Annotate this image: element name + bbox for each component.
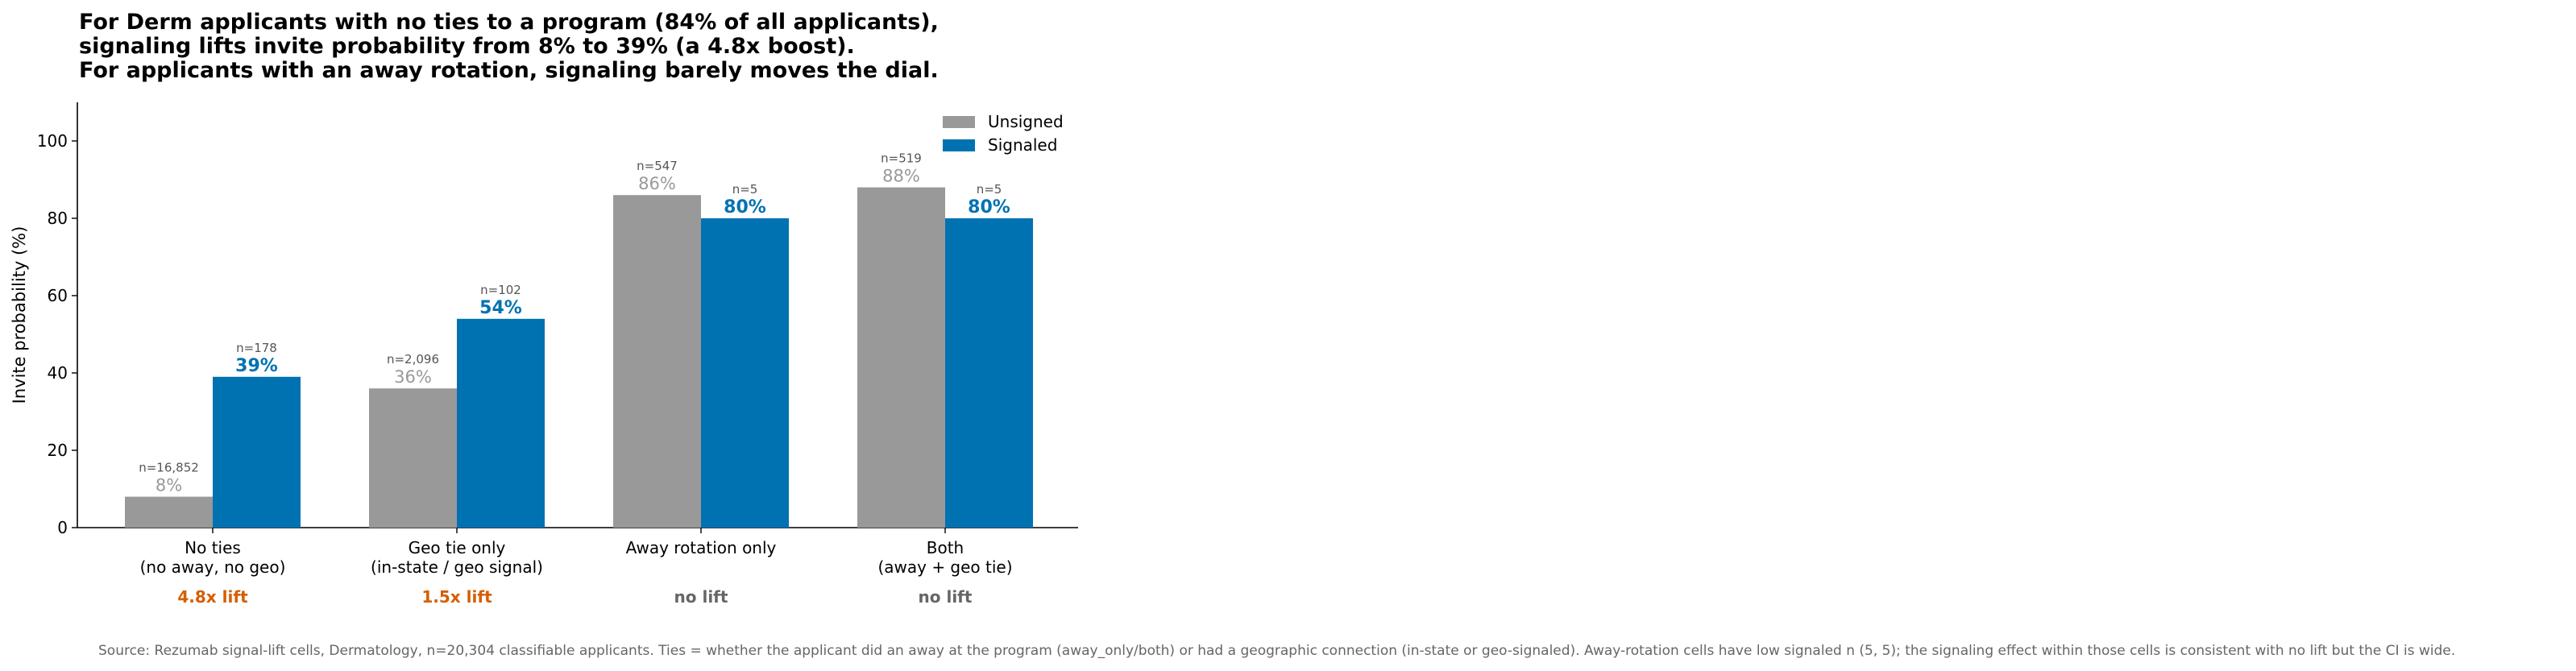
n-label-signaled-3: n=5 [977,182,1002,197]
x-tick-label-1-1: (in-state / geo signal) [371,557,543,577]
y-tick-label-40: 40 [48,363,68,383]
value-label-signaled-0: 39% [235,356,278,376]
chart-title-line-1: For Derm applicants with no ties to a pr… [79,10,939,35]
y-axis-label: Invite probability (%) [10,226,29,404]
x-tick-label-2-0: Away rotation only [626,538,777,557]
legend-label-unsigned: Unsigned [988,112,1064,131]
bar-signaled-0 [213,376,301,528]
value-label-signaled-2: 80% [724,197,766,217]
n-label-unsigned-3: n=519 [881,151,922,166]
chart-title-line-3: For applicants with an away rotation, si… [79,58,939,83]
y-tick-label-0: 0 [57,518,68,537]
legend-swatch-signaled [943,139,975,151]
bar-unsigned-2 [613,195,701,528]
bar-unsigned-1 [369,388,457,528]
lift-label-0: 4.8x lift [177,587,248,607]
value-label-signaled-1: 54% [479,298,522,318]
bar-unsigned-0 [125,496,213,528]
lift-label-3: no lift [919,587,973,607]
bar-signaled-1 [457,318,545,528]
n-label-unsigned-0: n=16,852 [139,461,199,475]
n-label-unsigned-2: n=547 [637,159,678,173]
value-label-unsigned-3: 88% [882,167,920,186]
bar-unsigned-3 [857,187,945,528]
bar-signaled-2 [701,218,789,528]
x-tick-label-0-1: (no away, no geo) [140,557,286,577]
value-label-unsigned-1: 36% [394,367,432,387]
value-label-unsigned-2: 86% [638,174,676,193]
y-tick-label-20: 20 [48,441,68,460]
n-label-signaled-2: n=5 [732,182,758,197]
x-tick-label-3-1: (away + geo tie) [877,557,1012,577]
x-tick-label-3-0: Both [927,538,964,557]
n-label-unsigned-1: n=2,096 [387,352,439,367]
chart-title-line-2: signaling lifts invite probability from … [79,34,855,59]
bar-signaled-3 [945,218,1033,528]
lift-label-2: no lift [674,587,728,607]
y-tick-label-100: 100 [37,131,68,151]
n-label-signaled-1: n=102 [480,283,521,297]
value-label-signaled-3: 80% [968,197,1010,217]
y-tick-label-80: 80 [48,209,68,228]
y-tick-label-60: 60 [48,286,68,305]
lift-label-1: 1.5x lift [421,587,492,607]
n-label-signaled-0: n=178 [236,341,277,355]
x-tick-label-0-0: No ties [185,538,241,557]
value-label-unsigned-0: 8% [156,476,182,495]
source-note: Source: Rezumab signal-lift cells, Derma… [98,643,2456,659]
x-tick-label-1-0: Geo tie only [409,538,506,557]
legend-swatch-unsigned [943,116,975,128]
legend-label-signaled: Signaled [988,135,1057,155]
